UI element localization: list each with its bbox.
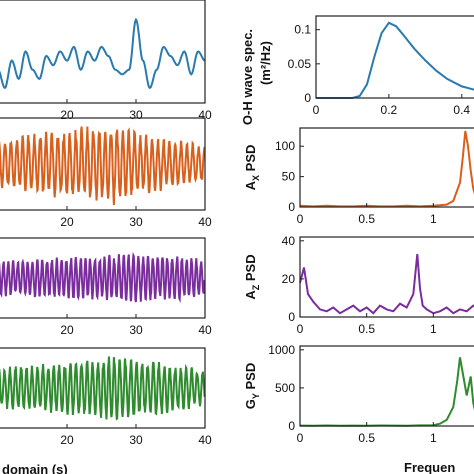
psd-ax-ytick-label: 100 bbox=[275, 139, 295, 153]
time-3-xtick-label: 20 bbox=[60, 323, 74, 337]
time-3-xtick-label: 30 bbox=[129, 323, 143, 337]
psd-gy-xtick-label: 0 bbox=[297, 431, 304, 445]
psd-gy-series-line bbox=[299, 357, 474, 427]
psd-ax-series-line bbox=[299, 130, 474, 208]
psd-gy-xtick-label: 0.5 bbox=[358, 431, 375, 445]
time-4-xtick-label: 30 bbox=[129, 433, 143, 447]
psd-ax-frame bbox=[299, 127, 474, 208]
psd-wave-series-line bbox=[316, 21, 474, 99]
psd-gy-ylabel-main: G bbox=[243, 399, 258, 409]
time-2-frame bbox=[0, 117, 206, 211]
time-4-xlabel: domain (s) bbox=[2, 462, 68, 474]
psd-wave-xtick-label: 0.4 bbox=[453, 103, 470, 117]
psd-wave-frame bbox=[315, 15, 474, 99]
psd-wave-ytick-label: 0 bbox=[304, 91, 311, 105]
psd-ax-xtick-label: 1 bbox=[430, 212, 437, 226]
time-1-xtick-label: 20 bbox=[60, 108, 74, 122]
psd-gy-ytick-label: 500 bbox=[275, 381, 295, 395]
psd-wave-ytick-label: 0.1 bbox=[294, 23, 311, 37]
psd-wave-ylabel: O-H wave spec. bbox=[240, 29, 255, 125]
psd-wave-ylabel-units: (m²/Hz) bbox=[258, 41, 273, 85]
psd-az-ylabel-tail: PSD bbox=[243, 254, 258, 284]
psd-gy-ytick-label: 0 bbox=[288, 419, 295, 433]
psd-az-ylabel-main: A bbox=[243, 290, 258, 300]
psd-az-xtick-label: 0.5 bbox=[358, 322, 375, 336]
time-2-series-line bbox=[0, 126, 206, 206]
psd-gy-ylabel: GY PSD bbox=[243, 363, 261, 409]
psd-ax-ylabel-main: A bbox=[243, 180, 258, 190]
psd-ax-xtick-label: 0 bbox=[297, 212, 304, 226]
psd-ax-ytick-label: 50 bbox=[282, 170, 296, 184]
time-4-series-line bbox=[0, 356, 206, 421]
psd-wave-xtick-label: 0 bbox=[313, 103, 320, 117]
time-3-series-line bbox=[0, 251, 206, 304]
time-1-xtick-label: 30 bbox=[129, 108, 143, 122]
time-4-xtick-label: 20 bbox=[60, 433, 74, 447]
psd-ax-ylabel-tail: PSD bbox=[243, 145, 258, 175]
time-4-xtick-label: 40 bbox=[198, 433, 212, 447]
psd-gy-xlabel: Frequen bbox=[404, 460, 455, 474]
psd-ax-xtick-label: 0.5 bbox=[358, 212, 375, 226]
time-2-xtick-label: 30 bbox=[129, 215, 143, 229]
psd-gy-ylabel-sub: Y bbox=[251, 393, 261, 399]
psd-az-ylabel: AZ PSD bbox=[243, 254, 261, 299]
psd-az-ytick-label: 20 bbox=[282, 272, 296, 286]
psd-ax-ytick-label: 0 bbox=[288, 200, 295, 214]
psd-wave-ytick-label: 0.05 bbox=[288, 57, 312, 71]
psd-ax-ylabel: AX PSD bbox=[243, 145, 261, 191]
psd-az-frame bbox=[299, 236, 474, 318]
psd-gy-frame bbox=[299, 345, 474, 427]
psd-wave-xtick-label: 0.2 bbox=[381, 103, 398, 117]
time-2-xtick-label: 20 bbox=[60, 215, 74, 229]
psd-gy-ytick-label: 1000 bbox=[268, 343, 295, 357]
psd-az-ytick-label: 0 bbox=[288, 310, 295, 324]
psd-az-series-line bbox=[299, 254, 474, 315]
psd-az-xtick-label: 1 bbox=[430, 322, 437, 336]
time-1-series-line bbox=[0, 17, 206, 90]
psd-az-ylabel-sub: Z bbox=[251, 284, 261, 290]
psd-gy-ylabel-tail: PSD bbox=[243, 363, 258, 393]
time-2-xtick-label: 40 bbox=[198, 215, 212, 229]
time-4-frame bbox=[0, 347, 206, 429]
time-3-frame bbox=[0, 237, 206, 319]
psd-az-xtick-label: 0 bbox=[297, 322, 304, 336]
psd-az-ytick-label: 40 bbox=[282, 234, 296, 248]
psd-ax-ylabel-sub: X bbox=[251, 175, 261, 181]
psd-gy-xtick-label: 1 bbox=[430, 431, 437, 445]
time-1-frame bbox=[0, 0, 206, 104]
time-3-xtick-label: 40 bbox=[198, 323, 212, 337]
